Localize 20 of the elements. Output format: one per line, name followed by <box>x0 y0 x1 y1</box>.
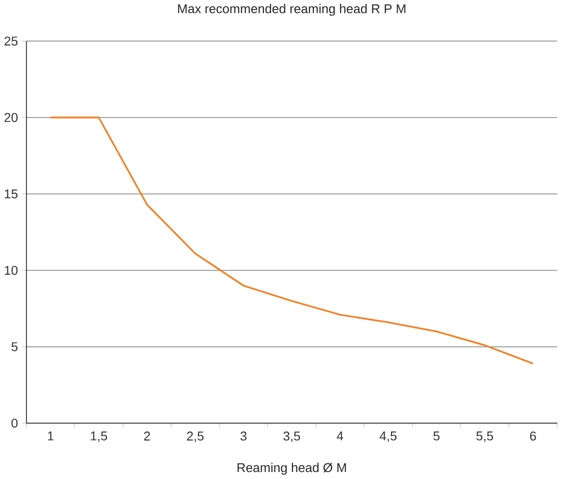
x-tick-label: 3 <box>240 432 246 441</box>
y-tick-label: 5 <box>11 342 18 352</box>
x-tick-label: 6 <box>530 432 536 441</box>
x-tick-label: 4 <box>336 432 344 441</box>
chart-title: Max recommended reaming head R P M <box>178 4 406 16</box>
x-axis-title: Reaming head Ø M <box>238 463 346 475</box>
line-series <box>50 116 534 365</box>
x-tick-label: 1 <box>48 432 54 441</box>
y-tick-label: 15 <box>4 190 18 199</box>
x-tick-label: 3,5 <box>283 432 300 442</box>
y-tick-label: 20 <box>4 113 18 122</box>
x-tick-label: 5 <box>433 432 440 441</box>
x-tick-label: 2,5 <box>187 432 204 442</box>
y-tick-label: 0 <box>11 418 18 428</box>
x-tick-label: 2 <box>144 432 150 441</box>
y-tick-label: 10 <box>4 266 18 276</box>
y-tick-label: 25 <box>4 36 18 46</box>
x-tick-label: 4,5 <box>380 432 397 442</box>
x-tick-label: 5,5 <box>476 432 494 442</box>
x-tick-label: 1,5 <box>90 432 108 442</box>
